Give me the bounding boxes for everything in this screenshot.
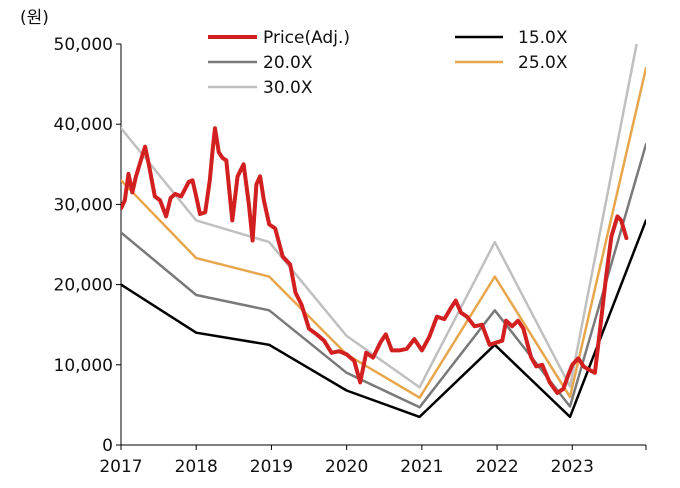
legend-label-price-adj: Price(Adj.): [263, 28, 350, 48]
x-tick-label: 2017: [99, 457, 142, 477]
y-tick-label: 50,000: [54, 35, 113, 55]
x-tick-label: 2021: [400, 457, 443, 477]
legend-item-price-adj: Price(Adj.): [208, 28, 350, 48]
y-tick-label: 40,000: [54, 115, 113, 135]
y-tick-label: 30,000: [54, 195, 113, 215]
legend: Price(Adj.) 15.0X 20.0X 25.0X 30.0X: [208, 28, 568, 98]
x-axis-ticks: 2017 2018 2019 2020 2021 2022 2023: [99, 445, 647, 477]
legend-item-30x: 30.0X: [208, 78, 313, 98]
series-line-price-adj: [121, 126, 629, 395]
legend-label-30x: 30.0X: [263, 78, 313, 98]
y-axis-ticks: 0 10,000 20,000 30,000 40,000 50,000: [54, 35, 121, 456]
x-tick-label: 2019: [250, 457, 293, 477]
x-tick-label: 2020: [325, 457, 368, 477]
y-tick-label: 20,000: [54, 276, 113, 296]
x-tick-label: 2018: [175, 457, 218, 477]
y-tick-label: 0: [102, 436, 113, 456]
series-line-30x: [121, 44, 638, 389]
legend-item-15x: 15.0X: [455, 28, 568, 48]
legend-label-15x: 15.0X: [518, 28, 568, 48]
y-tick-label: 10,000: [54, 356, 113, 376]
x-tick-label: 2022: [475, 457, 518, 477]
y-unit-label: (원): [20, 8, 49, 28]
x-tick-label: 2023: [551, 457, 594, 477]
legend-label-20x: 20.0X: [263, 53, 313, 73]
legend-item-20x: 20.0X: [208, 53, 313, 73]
series-layer: [121, 44, 646, 419]
series-line-25x: [121, 66, 646, 399]
legend-label-25x: 25.0X: [518, 53, 568, 73]
series-line-20x: [121, 143, 646, 409]
legend-item-25x: 25.0X: [455, 53, 568, 73]
series-line-15x: [121, 219, 646, 419]
